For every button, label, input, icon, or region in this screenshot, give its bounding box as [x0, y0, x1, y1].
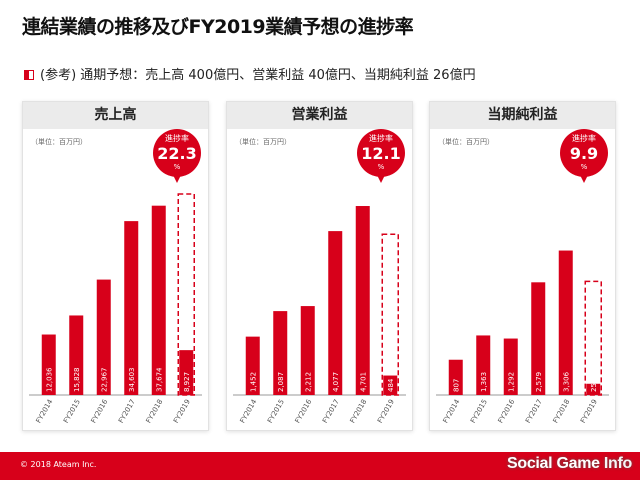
forecast-outline	[584, 280, 602, 396]
bar	[448, 359, 463, 395]
unit-label: （単位：百万円）	[438, 138, 494, 146]
bar	[300, 306, 315, 395]
progress-label: 進捗率	[369, 134, 393, 143]
bar-value-label: 4,701	[359, 372, 367, 392]
operating-profit-bar-chart: 1,452 FY2014 2,087 FY2015 2,212 FY2016 4,077 FY…	[233, 206, 406, 425]
bar-value-label: 1,363	[480, 372, 488, 392]
progress-bubble: 進捗率 22.3 %	[153, 129, 201, 183]
x-tick-label: FY2014	[238, 398, 258, 425]
bar	[96, 279, 111, 395]
bar	[558, 250, 573, 395]
bar-value-label: 2,087	[277, 372, 285, 392]
bar	[245, 336, 260, 395]
x-tick-label: FY2017	[117, 398, 137, 425]
progress-label: 進捗率	[165, 134, 189, 143]
bar	[503, 338, 518, 395]
x-tick-label: FY2019	[172, 398, 192, 425]
x-tick-label: FY2019	[376, 398, 396, 425]
watermark-info: Info	[603, 455, 632, 472]
bar	[151, 205, 166, 395]
sales-chart-panel: 売上高 （単位：百万円） 進捗率 22.3 % 12,036 FY2014 15,8…	[22, 101, 209, 431]
bar-value-label: 34,603	[128, 368, 136, 393]
sales-bar-chart: 12,036 FY2014 15,828 FY2015 22,967 FY2016 34,6…	[29, 193, 202, 425]
bar	[41, 334, 56, 395]
chart-title: 営業利益	[227, 102, 412, 129]
x-tick-label: FY2014	[441, 398, 461, 425]
x-tick-label: FY2016	[89, 398, 109, 425]
progress-bubble: 進捗率 12.1 %	[357, 129, 405, 183]
page-title: 連結業績の推移及びFY2019業績予想の進捗率	[22, 16, 414, 38]
copyright: © 2018 Ateam Inc.	[20, 460, 97, 469]
forecast-outline	[381, 233, 399, 396]
x-tick-label: FY2016	[496, 398, 516, 425]
progress-unit: %	[580, 163, 588, 171]
net-income-bar-chart: 807 FY2014 1,363 FY2015 1,292 FY2016 2,579 FY20…	[436, 250, 609, 425]
forecast-note-text: (参考) 通期予想：売上高 400億円、営業利益 40億円、当期純利益 26億円	[40, 68, 476, 83]
bar-value-label: 37,674	[155, 367, 163, 392]
bar-value-label: 15,828	[73, 368, 81, 393]
bar-value-label: 2,579	[535, 372, 543, 392]
x-tick-label: FY2015	[469, 398, 489, 425]
x-tick-label: FY2014	[34, 398, 54, 425]
progress-unit: %	[173, 163, 181, 171]
bar-value-label: 22,967	[100, 368, 108, 393]
x-tick-label: FY2018	[144, 398, 164, 425]
bar	[476, 335, 491, 395]
unit-label: （単位：百万円）	[31, 138, 87, 146]
bar	[383, 375, 398, 395]
forecast-note: (参考) 通期予想：売上高 400億円、営業利益 40億円、当期純利益 26億円	[24, 64, 476, 83]
bar	[355, 206, 370, 395]
bar-value-label: 8,927	[183, 372, 191, 392]
bar-value-label: 12,036	[45, 367, 53, 392]
x-tick-label: FY2015	[266, 398, 286, 425]
progress-bubble: 進捗率 9.9 %	[560, 129, 608, 183]
bar-value-label: 1,292	[507, 372, 515, 392]
bar-value-label: 257	[590, 379, 598, 392]
bar	[179, 350, 194, 395]
progress-value: 9.9	[569, 144, 599, 163]
bar-value-label: 3,306	[562, 371, 570, 392]
footer-bar: © 2018 Ateam Inc. Social Game Info	[0, 452, 640, 480]
bar-value-label: 807	[452, 379, 460, 392]
progress-label: 進捗率	[572, 134, 596, 143]
bar	[273, 311, 288, 395]
watermark-logo: Social Game Info	[507, 455, 632, 473]
unit-label: （単位：百万円）	[235, 138, 291, 146]
bar	[124, 221, 139, 395]
bar-value-label: 1,452	[249, 372, 257, 392]
operating-profit-chart-panel: 営業利益 （単位：百万円） 進捗率 12.1 % 1,452 FY2014 2,08…	[226, 101, 413, 431]
bar	[69, 315, 84, 395]
progress-value: 12.1	[361, 144, 401, 163]
chart-title: 当期純利益	[430, 102, 615, 129]
watermark-main: Social Game	[506, 455, 604, 472]
x-tick-label: FY2018	[551, 398, 571, 425]
bar-value-label: 2,212	[304, 372, 312, 392]
progress-unit: %	[377, 163, 385, 171]
chart-title: 売上高	[23, 102, 208, 129]
bar-value-label: 484	[387, 378, 395, 392]
x-tick-label: FY2016	[293, 398, 313, 425]
bullet-square-icon	[24, 70, 34, 80]
bar	[586, 383, 601, 395]
x-tick-label: FY2015	[62, 398, 82, 425]
progress-value: 22.3	[157, 144, 197, 163]
x-tick-label: FY2018	[348, 398, 368, 425]
x-tick-label: FY2019	[579, 398, 599, 425]
bar-value-label: 4,077	[332, 372, 340, 392]
net-income-chart-panel: 当期純利益 （単位：百万円） 進捗率 9.9 % 807 FY2014 1,363 F…	[429, 101, 616, 431]
bar	[328, 231, 343, 395]
bar	[531, 282, 546, 395]
x-tick-label: FY2017	[524, 398, 544, 425]
x-tick-label: FY2017	[321, 398, 341, 425]
